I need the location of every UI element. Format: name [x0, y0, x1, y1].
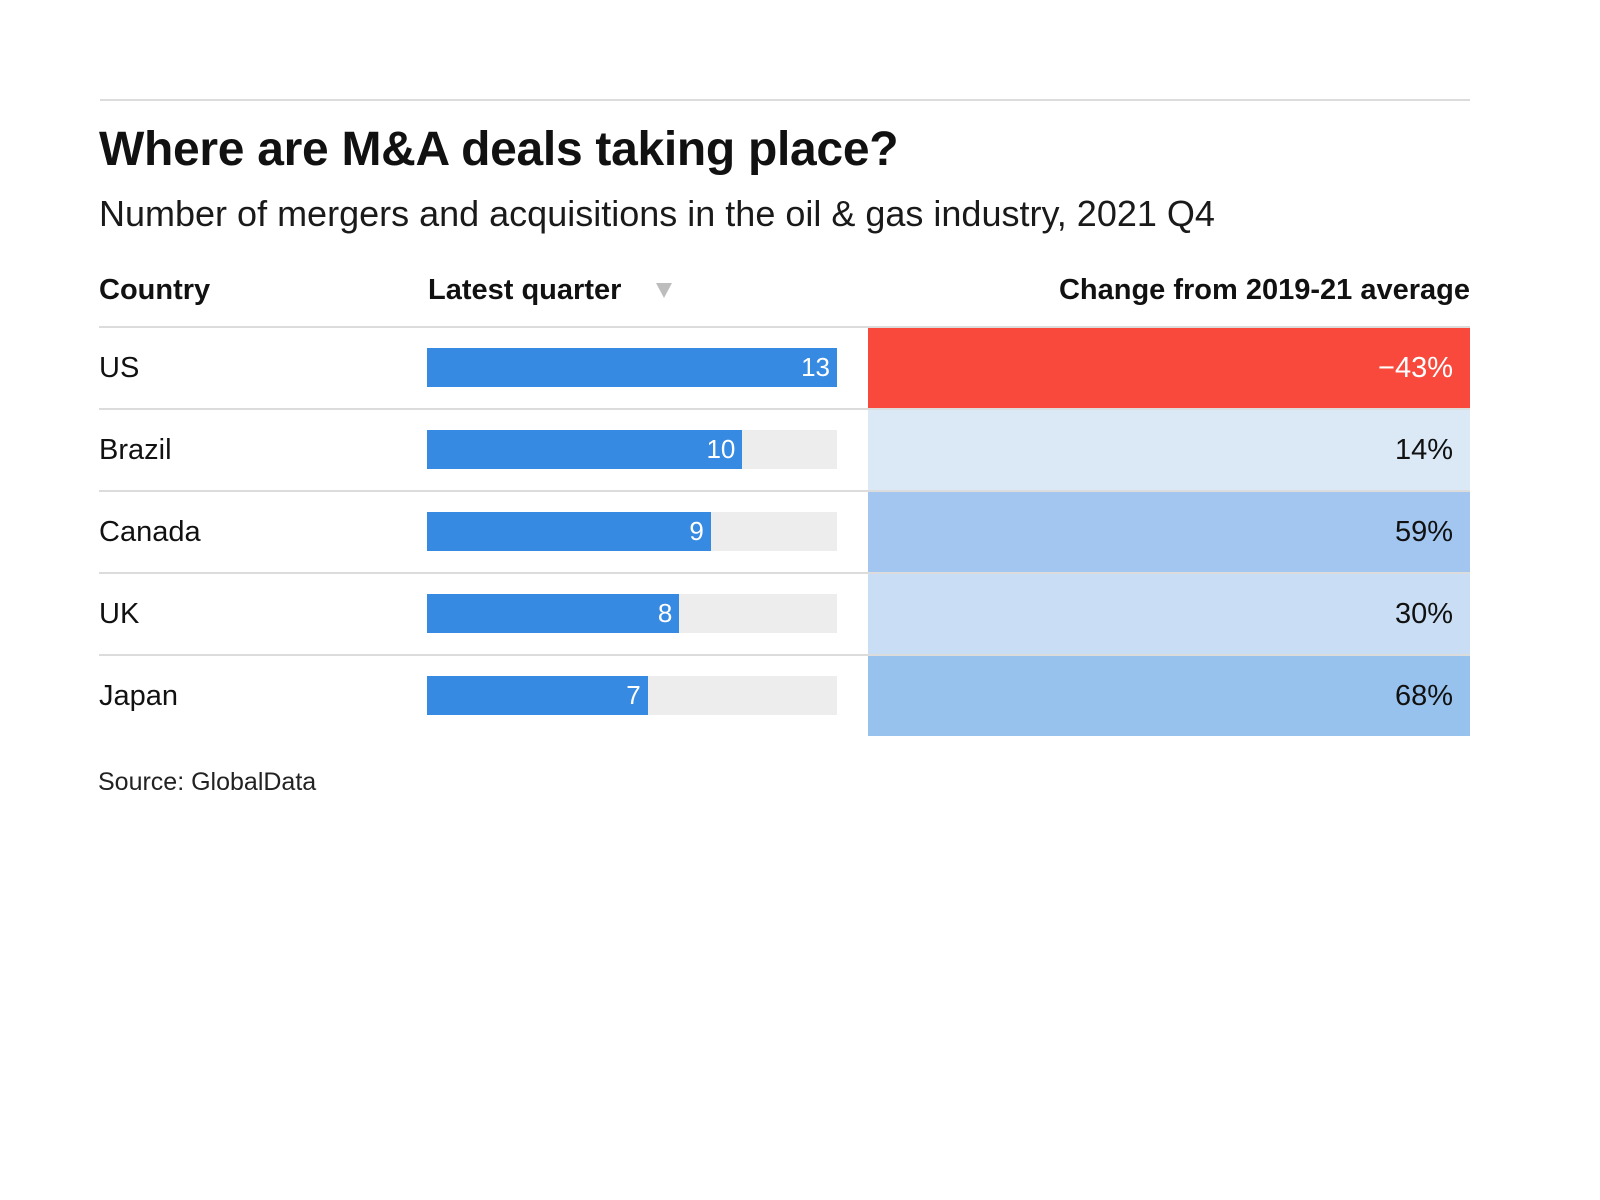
table-row: US 13 −43% [99, 326, 1470, 408]
table-row: Brazil 10 14% [99, 408, 1470, 490]
chart-title: Where are M&A deals taking place? [99, 123, 899, 176]
country-label: UK [99, 598, 140, 630]
bar: 7 [427, 676, 648, 715]
bar: 13 [427, 348, 837, 387]
bar-track: 13 [427, 348, 837, 387]
country-label: Brazil [99, 434, 172, 466]
change-value-label: 68% [1394, 680, 1453, 712]
bar-value-label: 7 [626, 680, 641, 710]
bar-value-label: 8 [657, 598, 673, 628]
change-value-label: 30% [1394, 598, 1453, 630]
bar-value-label: 9 [689, 516, 704, 546]
sort-descending-icon[interactable] [656, 283, 672, 298]
chart-subtitle: Number of mergers and acquisitions in th… [99, 193, 1215, 234]
change-value-label: 14% [1394, 434, 1453, 466]
bar: 10 [427, 430, 743, 469]
column-header-latest-quarter[interactable]: Latest quarter [428, 274, 622, 306]
bar: 8 [427, 594, 680, 633]
top-divider [100, 99, 1470, 101]
bar-value-label: 13 [801, 352, 830, 382]
table-row: Japan 7 68% [99, 654, 1470, 736]
change-cell: −43% [868, 328, 1470, 408]
country-label: US [99, 352, 140, 384]
column-header-country[interactable]: Country [99, 274, 211, 306]
table-row: Canada 9 59% [99, 490, 1470, 572]
bar-value-label: 10 [706, 434, 736, 464]
country-label: Japan [99, 680, 179, 712]
table-row: UK 8 30% [99, 572, 1470, 654]
country-label: Canada [99, 516, 201, 548]
change-cell: 14% [868, 410, 1470, 490]
change-cell: 59% [868, 492, 1470, 572]
change-cell: 30% [868, 574, 1470, 654]
source-note: Source: GlobalData [98, 768, 317, 796]
bar-track: 10 [427, 430, 837, 469]
change-cell: 68% [868, 656, 1470, 736]
bar-track: 7 [427, 676, 837, 715]
change-value-label: 59% [1394, 516, 1453, 548]
bar-track: 8 [427, 594, 837, 633]
bar: 9 [427, 512, 711, 551]
change-value-label: −43% [1378, 352, 1453, 384]
column-header-change[interactable]: Change from 2019-21 average [1058, 274, 1470, 306]
data-table: US 13 −43% Brazil 10 14% Canada 9 59% UK 8 30% Japan… [99, 326, 1470, 736]
bar-track: 9 [427, 512, 837, 551]
